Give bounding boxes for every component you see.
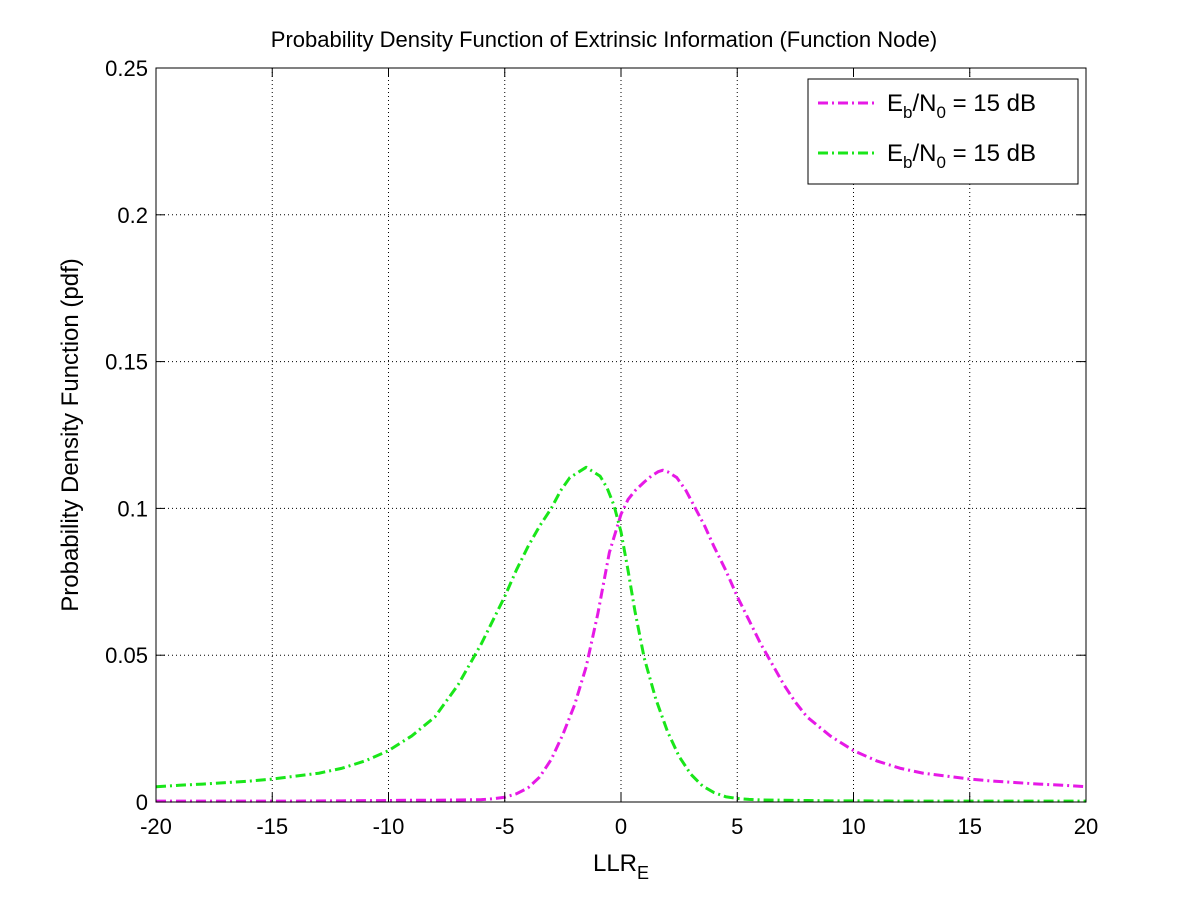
x-tick-label: 5 xyxy=(731,814,743,839)
y-tick-label: 0.05 xyxy=(105,643,148,668)
x-tick-label: -15 xyxy=(256,814,288,839)
series-line-2 xyxy=(155,465,1086,803)
y-tick-label: 0.1 xyxy=(117,496,148,521)
legend-label-2-sub-0: 0 xyxy=(936,153,945,172)
y-tick-label: 0 xyxy=(136,790,148,815)
y-tick-label: 0.2 xyxy=(117,203,148,228)
grid xyxy=(156,68,1086,802)
x-tick-label: 15 xyxy=(958,814,982,839)
x-axis-label: LLRE xyxy=(593,850,649,883)
legend-label-2-n: /N xyxy=(912,140,936,167)
legend-label-1-rest: = 15 dB xyxy=(946,90,1036,117)
x-tick-labels: -20 -15 -10 -5 0 5 10 15 20 xyxy=(140,814,1098,839)
legend-label-1-sub-b: b xyxy=(903,103,912,122)
y-axis-label: Probability Density Function (pdf) xyxy=(57,258,84,611)
x-axis-label-subscript: E xyxy=(637,863,649,883)
legend-label-2-sub-b: b xyxy=(903,153,912,172)
legend-label-2-e: E xyxy=(887,140,903,167)
legend-label-2-rest: = 15 dB xyxy=(946,140,1036,167)
x-tick-label: -5 xyxy=(495,814,515,839)
x-tick-label: -10 xyxy=(373,814,405,839)
x-tick-label: -20 xyxy=(140,814,172,839)
legend-label-2: Eb/N0 = 15 dB xyxy=(887,140,1036,172)
x-tick-label: 20 xyxy=(1074,814,1098,839)
chart-title: Probability Density Function of Extrinsi… xyxy=(271,27,937,52)
legend-entry-1: Eb/N0 = 15 dB xyxy=(818,90,1036,122)
legend-label-1-e: E xyxy=(887,90,903,117)
legend-label-1-n: /N xyxy=(912,90,936,117)
legend-label-1-sub-0: 0 xyxy=(936,103,945,122)
y-tick-label: 0.15 xyxy=(105,350,148,375)
y-tick-label: 0.25 xyxy=(105,56,148,81)
series-layer xyxy=(155,465,1087,803)
legend-entry-2: Eb/N0 = 15 dB xyxy=(818,140,1036,172)
series-line-1 xyxy=(156,468,1087,803)
legend: Eb/N0 = 15 dB Eb/N0 = 15 dB xyxy=(807,78,1079,185)
x-tick-label: 10 xyxy=(841,814,865,839)
ticks xyxy=(155,67,1087,803)
legend-box xyxy=(807,78,1079,185)
y-tick-labels: 0 0.05 0.1 0.15 0.2 0.25 xyxy=(105,56,148,815)
x-tick-label: 0 xyxy=(615,814,627,839)
legend-label-1: Eb/N0 = 15 dB xyxy=(887,90,1036,122)
x-axis-label-main: LLR xyxy=(593,850,637,877)
